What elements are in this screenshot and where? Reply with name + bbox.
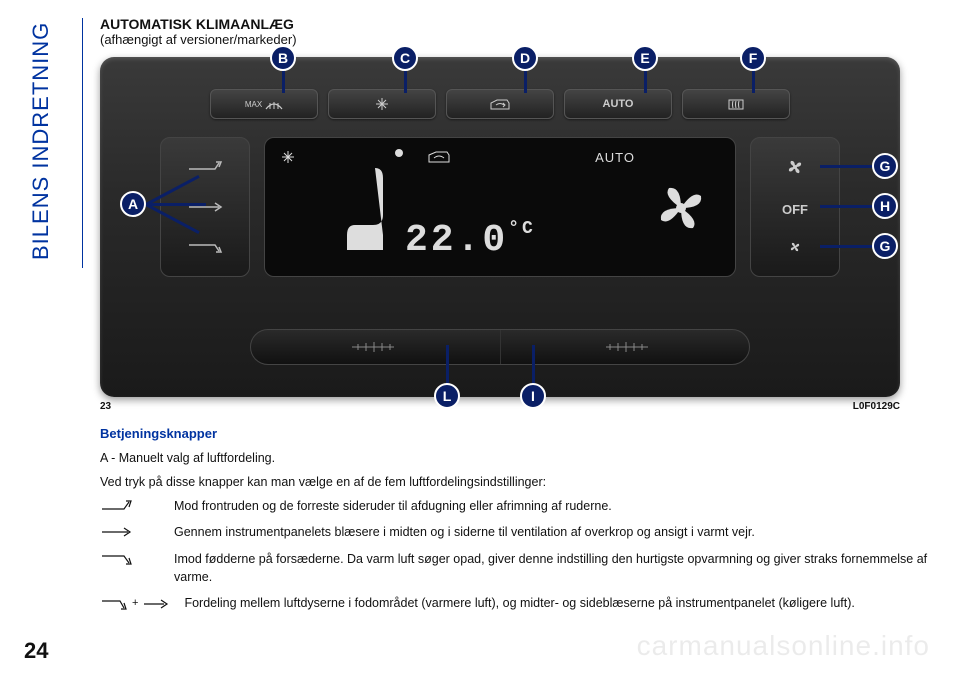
intro-line-2: Ved tryk på disse knapper kan man vælge … [100,473,930,491]
callout-line [524,71,527,93]
recirc-icon [489,97,511,111]
screen-auto-label: AUTO [595,150,635,165]
callout-A: A [120,191,146,217]
fan-up-button[interactable] [786,158,804,179]
callout-line [446,345,449,385]
display-screen: AUTO 22.0°C [264,137,736,277]
list-item: Mod frontruden og de forreste sideruder … [100,497,930,515]
callout-line [820,165,872,168]
temp-up-button[interactable] [501,330,750,364]
callout-L: L [434,383,460,409]
flow-windshield-icon [100,497,160,513]
rear-defrost-button[interactable] [682,89,790,119]
fan-small-icon [788,240,802,254]
airflow-pad-left[interactable] [160,137,250,277]
snowflake-icon [281,150,295,164]
callout-G: G [872,153,898,179]
scale-hot-icon [600,341,650,353]
screen-temperature: 22.0°C [405,219,536,262]
section-title: Betjeningsknapper [100,426,930,441]
callout-line [532,345,535,385]
list-item-text: Mod frontruden og de forreste sideruder … [174,497,612,515]
callout-C: C [392,45,418,71]
flow-face-icon [100,523,160,539]
defrost-front-icon [265,97,283,111]
list-item-text: Fordeling mellem luftdyserne i fodområde… [184,594,854,612]
callout-B: B [270,45,296,71]
intro-line-1: A - Manuelt valg af luftfordeling. [100,449,930,467]
callout-line [146,203,206,206]
sidebar-section-label: BILENS INDRETNING [28,22,54,260]
max-label: MAX [245,100,262,109]
callout-F: F [740,45,766,71]
ac-button[interactable] [328,89,436,119]
page-content: AUTOMATISK KLIMAANLÆG (afhængigt af vers… [100,16,930,620]
callout-D: D [512,45,538,71]
temp-down-button[interactable] [251,330,501,364]
heading-title: AUTOMATISK KLIMAANLÆG [100,16,930,32]
fan-down-button[interactable] [788,240,802,257]
callout-line [820,205,872,208]
list-item-text: Imod fødderne på forsæderne. Da varm luf… [174,550,930,586]
auto-button-label: AUTO [603,98,634,110]
figure-caption: 23 L0F0129C [100,401,900,412]
temp-rocker [250,329,750,365]
callout-I: I [520,383,546,409]
callout-G2: G [872,233,898,259]
mid-row: AUTO 22.0°C [160,137,840,277]
list-item: + Fordeling mellem luftdyserne i fodområ… [100,594,930,612]
auto-button[interactable]: AUTO [564,89,672,119]
callout-H: H [872,193,898,219]
callout-line [282,71,285,93]
figure-code: L0F0129C [853,401,900,412]
list-item-text: Gennem instrumentpanelets blæsere i midt… [174,523,755,541]
callout-line [404,71,407,93]
airflow-list: Mod frontruden og de forreste sideruder … [100,497,930,612]
list-item: Imod fødderne på forsæderne. Da varm luf… [100,550,930,586]
max-defrost-button[interactable]: MAX [210,89,318,119]
recirc-icon [427,149,451,165]
snowflake-icon [375,97,389,111]
callout-line [752,71,755,93]
page-number: 24 [24,638,48,664]
fan-icon [649,176,713,240]
fan-small-icon [786,158,804,176]
climate-panel: B C D E F A G H G L I [100,57,900,397]
defrost-rear-icon [727,97,745,111]
top-button-row: MAX AUTO [210,89,790,119]
sidebar-divider [82,18,83,268]
flow-feet-icon [185,241,225,255]
callout-E: E [632,45,658,71]
flow-feet-face-icon: + [100,594,170,612]
seat-figure-icon [335,160,405,260]
flow-windshield-icon [185,159,225,173]
scale-cold-icon [350,341,400,353]
temp-value: 22.0 [405,219,508,262]
list-item: Gennem instrumentpanelets blæsere i midt… [100,523,930,541]
temp-unit: °C [508,219,536,239]
callout-line [820,245,872,248]
recirc-button[interactable] [446,89,554,119]
flow-feet-icon [100,550,160,566]
watermark: carmanualsonline.info [637,630,930,662]
callout-line [644,71,647,93]
heading-subtitle: (afhængigt af versioner/markeder) [100,32,930,47]
off-button[interactable]: OFF [782,202,808,217]
figure: B C D E F A G H G L I [100,57,900,412]
figure-number: 23 [100,401,111,412]
